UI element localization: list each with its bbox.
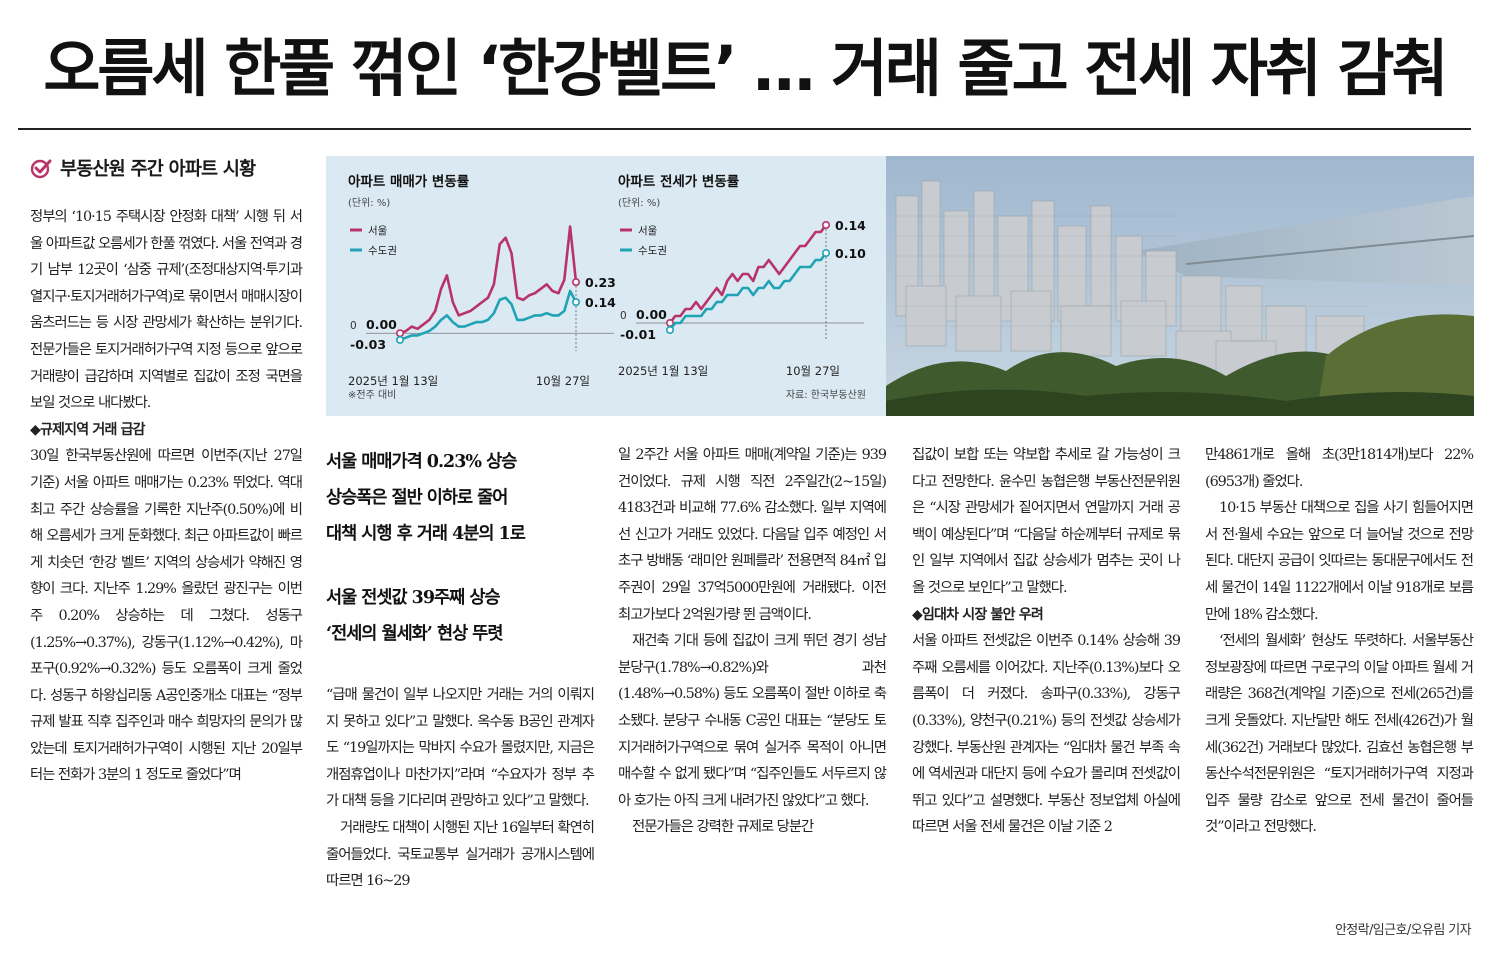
paragraph: 집값이 보합 또는 약보합 추세로 갈 가능성이 크다고 전망한다. 윤수민 농… (912, 447, 1181, 596)
subhead-2: 서울 전셋값 39주째 상승 ‘전세의 월세화’ 현상 뚜렷 (326, 580, 503, 652)
chart-note: ※전주 대비 (348, 389, 396, 401)
article-column-3: 일 2주간 서울 아파트 매매(계약일 기준)는 939건이었다. 규제 시행 … (618, 442, 887, 841)
legend-label: 서울 (638, 225, 658, 237)
zero-tick-label: 0 (620, 310, 627, 322)
start-value-capital: -0.01 (620, 327, 656, 342)
paragraph: 10·15 부동산 대책으로 집을 사기 힘들어지면서 전·월세 수요는 앞으로… (1205, 500, 1474, 623)
end-point (572, 278, 581, 287)
headline-rule (18, 128, 1471, 130)
paragraph: 거래량도 대책이 시행된 지난 16일부터 확연히 줄어들었다. 국토교통부 실… (326, 819, 595, 890)
end-value-seoul: 0.23 (585, 275, 616, 290)
paragraph: 전문가들은 강력한 규제로 당분간 (632, 819, 814, 836)
series-line-capital (668, 252, 828, 331)
end-value-capital: 0.10 (835, 246, 866, 261)
legend-label: 수도권 (368, 245, 397, 257)
chart-title: 아파트 전세가 변동률 (618, 173, 740, 190)
paragraph: “급매 물건이 일부 나오지만 거래는 거의 이뤄지지 못하고 있다”고 말했다… (326, 687, 595, 810)
subhead-line: ‘전세의 월세화’ 현상 뚜렷 (326, 624, 503, 644)
end-point (821, 221, 830, 230)
series-line-seoul (399, 225, 578, 335)
legend-label: 서울 (368, 225, 388, 237)
paragraph: 만4861개로 올해 초(3만1814개)보다 22%(6953개) 줄었다. (1205, 447, 1474, 490)
chart-unit: (단위: %) (618, 196, 660, 209)
zero-tick-label: 0 (350, 320, 357, 332)
x-start-label: 2025년 1월 13일 (618, 364, 708, 378)
subhead-line: 상승폭은 절반 이하로 줄어 (326, 488, 508, 508)
series-line-seoul (668, 224, 828, 324)
series-line-capital (399, 289, 578, 342)
paragraph: 재건축 기대 등에 집값이 크게 뛰던 경기 성남 분당구(1.78%→0.82… (618, 633, 887, 809)
start-point (396, 329, 405, 338)
chart-source: 자료: 한국부동산원 (786, 389, 866, 401)
headline: 오름세 한풀 꺾인 ‘한강벨트’ … 거래 줄고 전세 자취 감춰 (43, 32, 1448, 105)
end-point (572, 298, 581, 307)
section-subtitle: ◆임대차 시장 불안 우려 (912, 606, 1044, 623)
han-river-apartments-photo (886, 156, 1474, 416)
article-column-4: 집값이 보합 또는 약보합 추세로 갈 가능성이 크다고 전망한다. 윤수민 농… (912, 442, 1181, 841)
paragraph: 정부의 ‘10·15 주택시장 안정화 대책’ 시행 뒤 서울 아파트값 오름세… (30, 209, 303, 412)
subhead-1: 서울 매매가격 0.23% 상승 상승폭은 절반 이하로 줄어 대책 시행 후 … (326, 444, 526, 552)
sidebar-title-text: 부동산원 주간 아파트 시황 (60, 159, 256, 180)
photo-illustration (886, 156, 1474, 416)
paragraph: 30일 한국부동산원에 따르면 이번주(지난 27일 기준) 서울 아파트 매매… (30, 448, 303, 784)
start-value-seoul: 0.00 (366, 317, 397, 332)
article-column-1: 정부의 ‘10·15 주택시장 안정화 대책’ 시행 뒤 서울 아파트값 오름세… (30, 204, 303, 789)
paragraph: 일 2주간 서울 아파트 매매(계약일 기준)는 939건이었다. 규제 시행 … (618, 447, 887, 623)
start-point (396, 335, 405, 344)
subhead-line: 서울 전셋값 39주째 상승 (326, 588, 501, 608)
article-column-5: 만4861개로 올해 초(3만1814개)보다 22%(6953개) 줄었다. … (1205, 442, 1474, 841)
subhead-line: 서울 매매가격 0.23% 상승 (326, 452, 517, 472)
byline: 안정락/임근호/오유림 기자 (1334, 923, 1472, 938)
paragraph: 서울 아파트 전셋값은 이번주 0.14% 상승해 39주째 오름세를 이어갔다… (912, 633, 1181, 836)
check-circle-icon (30, 159, 52, 179)
start-point (665, 326, 674, 335)
subhead-line: 대책 시행 후 거래 4분의 1로 (326, 524, 526, 544)
end-value-seoul: 0.14 (835, 218, 866, 233)
legend-label: 수도권 (638, 245, 667, 257)
end-point (821, 249, 830, 258)
chart-title: 아파트 매매가 변동률 (348, 173, 470, 190)
x-end-label: 10월 27일 (786, 364, 840, 378)
start-value-capital: -0.03 (350, 337, 386, 352)
x-start-label: 2025년 1월 13일 (348, 374, 438, 388)
article-column-2: “급매 물건이 일부 나오지만 거래는 거의 이뤄지지 못하고 있다”고 말했다… (326, 682, 595, 895)
start-value-seoul: 0.00 (636, 307, 667, 322)
chart-unit: (단위: %) (348, 196, 390, 209)
paragraph: ‘전세의 월세화’ 현상도 뚜렷하다. 서울부동산정보광장에 따르면 구로구의 … (1205, 633, 1474, 836)
sidebar-title: 부동산원 주간 아파트 시황 (30, 155, 256, 181)
end-value-capital: 0.14 (585, 295, 616, 310)
x-end-label: 10월 27일 (536, 374, 590, 388)
section-subtitle: ◆규제지역 거래 급감 (30, 421, 146, 438)
